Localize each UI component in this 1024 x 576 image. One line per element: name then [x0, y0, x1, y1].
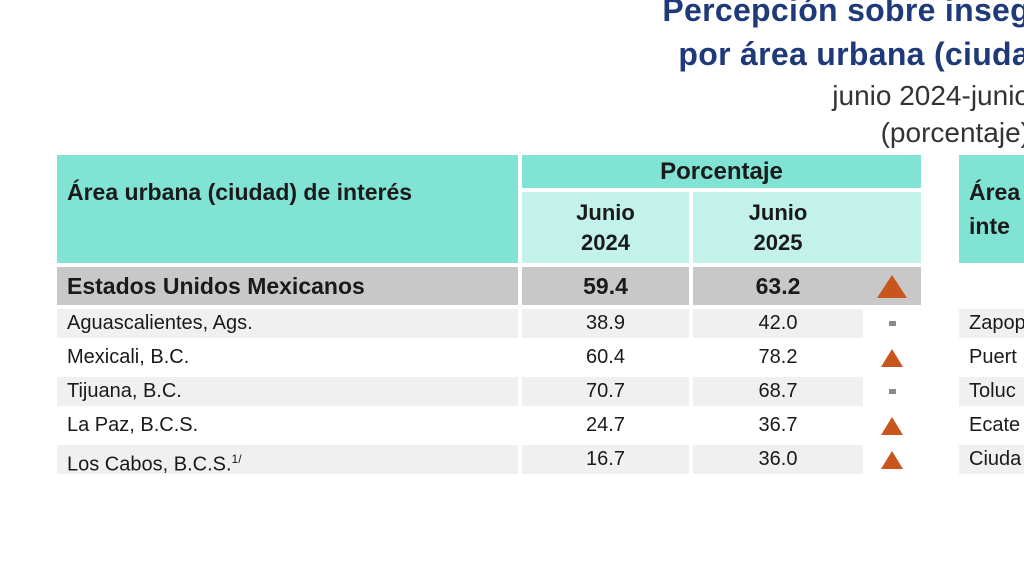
- table-row: Tijuana, B.C. 70.7 68.7: [57, 377, 923, 406]
- trend-indicator: [863, 411, 921, 440]
- row-value-2025: 78.2: [758, 346, 798, 368]
- trend-indicator: [863, 445, 921, 474]
- row-name: Estados Unidos Mexicanos: [57, 267, 518, 305]
- no-change-icon: [888, 321, 896, 326]
- up-triangle-icon: [881, 416, 903, 435]
- row-name: Mexicali, B.C.: [67, 346, 190, 368]
- header-area-label: Área urbana (ciudad) de interés: [67, 179, 413, 205]
- header-year-2024: Junio 2024: [522, 192, 689, 263]
- table-row: La Paz, B.C.S. 24.7 36.7: [57, 411, 923, 440]
- trend-indicator: [863, 343, 921, 372]
- row-value-2025: 63.2: [693, 267, 863, 305]
- no-change-icon: [888, 389, 896, 394]
- right-table-header: Área inte: [959, 155, 1024, 263]
- table-row: Los Cabos, B.C.S.1/16.7 36.0: [57, 445, 923, 476]
- page-subtitle-unit: (porcentaje): [880, 117, 1024, 148]
- row-name: Los Cabos, B.C.S.1/: [57, 445, 518, 476]
- row-value-2025: 36.0: [693, 445, 863, 474]
- right-table-row: Zapop: [959, 309, 1024, 338]
- row-value-2024: 24.7: [586, 414, 625, 436]
- right-table-row: Puert: [969, 346, 1017, 368]
- row-name: Aguascalientes, Ags.: [57, 309, 518, 338]
- row-value-2025: 36.7: [758, 414, 798, 436]
- footnote-marker: 1/: [231, 452, 242, 466]
- up-triangle-icon: [877, 274, 907, 298]
- header-year-2024-year: 2024: [581, 230, 630, 255]
- row-name: Tijuana, B.C.: [57, 377, 518, 406]
- row-value-2024: 60.4: [586, 346, 625, 368]
- row-value-2024: 38.9: [522, 309, 689, 338]
- header-year-2024-month: Junio: [576, 200, 635, 225]
- row-value-2024: 70.7: [522, 377, 689, 406]
- header-area: Área urbana (ciudad) de interés: [57, 155, 518, 263]
- right-table-row: Ecate: [969, 414, 1021, 436]
- header-year-2025-month: Junio: [748, 200, 808, 225]
- right-table-header-line1: Área: [969, 179, 1021, 205]
- table-row: Mexicali, B.C. 60.4 78.2: [57, 343, 923, 372]
- right-table-header-line2: inte: [969, 213, 1010, 239]
- right-table-row: Ciuda: [959, 445, 1024, 474]
- header-year-2025-year: 2025: [753, 230, 803, 255]
- trend-indicator: [863, 377, 921, 406]
- row-name: La Paz, B.C.S.: [67, 414, 199, 436]
- up-triangle-icon: [881, 450, 903, 469]
- row-value-2024: 59.4: [522, 267, 689, 305]
- trend-indicator: [863, 267, 921, 305]
- row-value-2025: 68.7: [693, 377, 863, 406]
- page-subtitle-period: junio 2024-junio: [832, 80, 1024, 111]
- right-table-row: Toluc: [959, 377, 1024, 406]
- trend-indicator: [863, 309, 921, 338]
- page-title-line1: Percepción sobre inseg: [662, 0, 1024, 28]
- table-row-national: Estados Unidos Mexicanos 59.4 63.2: [57, 267, 923, 305]
- header-year-2025: Junio 2025: [693, 192, 921, 263]
- table-row: Aguascalientes, Ags. 38.9 42.0: [57, 309, 923, 338]
- up-triangle-icon: [881, 348, 903, 367]
- row-value-2024: 16.7: [522, 445, 689, 474]
- header-percentage: Porcentaje: [522, 155, 921, 188]
- page-title-line2: por área urbana (ciuda: [678, 36, 1024, 72]
- row-value-2025: 42.0: [693, 309, 863, 338]
